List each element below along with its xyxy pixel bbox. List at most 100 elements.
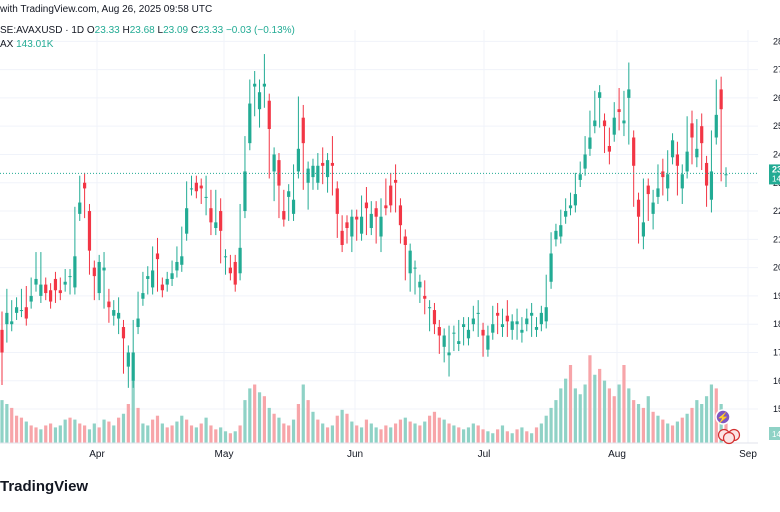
- candle-body: [632, 137, 636, 166]
- last-price-value: 23: [772, 164, 780, 174]
- candle-body: [209, 208, 213, 223]
- volume-tag-value: 14: [772, 430, 780, 439]
- volume-bar: [282, 423, 286, 443]
- brand-text: TradingView: [0, 478, 89, 495]
- volume-layer: [0, 355, 728, 443]
- volume-bar: [53, 427, 58, 443]
- open-key: O: [86, 25, 95, 36]
- candle-body: [194, 182, 198, 192]
- volume-bar: [437, 417, 441, 443]
- candle-body: [112, 310, 116, 316]
- volume-bar: [87, 429, 92, 443]
- volume-bar: [151, 419, 155, 443]
- candle-body: [646, 185, 650, 195]
- volume-bar: [345, 413, 349, 443]
- volume-bar: [330, 425, 335, 443]
- volume-bar: [583, 384, 587, 443]
- volume-bar: [423, 421, 427, 443]
- candle-body: [374, 208, 378, 217]
- volume-bar: [209, 425, 213, 443]
- candle-body: [418, 281, 422, 288]
- volume-bar: [709, 384, 714, 443]
- y-tick-label: 15: [773, 404, 780, 414]
- volume-bar: [131, 380, 135, 443]
- candle-body: [554, 230, 558, 240]
- volume-bar: [165, 427, 169, 443]
- volume-bar: [413, 423, 417, 443]
- volume-bar: [364, 419, 369, 443]
- volume-bar: [262, 396, 266, 443]
- candle-body: [185, 208, 189, 234]
- candle-body: [257, 92, 262, 110]
- y-tick-label: 21: [773, 234, 780, 244]
- volume-bar: [447, 423, 451, 443]
- x-tick-label: Sep: [739, 449, 757, 460]
- candle-body: [136, 318, 140, 328]
- volume-bar: [170, 425, 174, 443]
- candle-body: [675, 154, 680, 166]
- candle-body: [661, 171, 665, 178]
- volume-bar: [97, 427, 101, 443]
- candle-body: [578, 174, 582, 180]
- volume-bar: [189, 425, 194, 443]
- grid-layer: [0, 30, 758, 443]
- volume-bar: [685, 413, 689, 443]
- candle-body: [277, 160, 281, 186]
- candle-body: [670, 140, 675, 158]
- volume-bar: [651, 411, 655, 443]
- volume-bar: [14, 415, 19, 443]
- volume-bar: [10, 407, 14, 443]
- volume-bar: [568, 365, 573, 443]
- candle-body: [530, 312, 534, 316]
- volume-bar: [272, 413, 276, 443]
- candle-body: [534, 327, 539, 330]
- tradingview-logo[interactable]: TradingView: [0, 478, 88, 495]
- candle-body: [714, 114, 718, 138]
- candle-body: [393, 179, 398, 183]
- volume-bar: [646, 396, 650, 443]
- lightning-event-icon: [715, 409, 731, 425]
- volume-bar: [476, 425, 480, 443]
- volume-key[interactable]: AX: [0, 39, 14, 50]
- candle-body: [462, 324, 466, 328]
- candle-body: [316, 165, 320, 183]
- candle-body: [53, 278, 58, 291]
- candle-body: [141, 293, 145, 299]
- candle-body: [117, 312, 121, 319]
- candle-body: [573, 194, 577, 206]
- candle-body: [34, 278, 38, 285]
- volume-bar: [481, 429, 485, 443]
- candle-body: [29, 295, 33, 302]
- candle-body: [170, 273, 174, 279]
- volume-bar: [602, 380, 607, 443]
- volume-bar: [505, 431, 509, 443]
- volume-bar: [389, 427, 393, 443]
- y-tick-label: 18: [773, 319, 780, 329]
- candle-body: [223, 256, 228, 258]
- candle-body: [5, 312, 9, 325]
- last-price-tag: [769, 164, 780, 185]
- candle-body: [520, 329, 524, 333]
- volume-bar: [656, 415, 660, 443]
- candle-body: [598, 92, 602, 98]
- candle-body: [355, 216, 359, 220]
- volume-bar: [369, 423, 373, 443]
- candle-body: [466, 329, 471, 339]
- volume-bar: [121, 413, 126, 443]
- volume-bar: [321, 423, 325, 443]
- volume-bar: [277, 417, 281, 443]
- candle-body: [432, 310, 437, 325]
- candle-body: [175, 261, 179, 271]
- volume-bar: [238, 425, 242, 443]
- volume-bar: [219, 427, 223, 443]
- volume-bar: [325, 427, 330, 443]
- symbol-label[interactable]: SE:AVAXUSD · 1D: [0, 25, 85, 36]
- candle-body: [238, 247, 242, 274]
- volume-bar: [471, 423, 475, 443]
- volume-bar: [627, 388, 631, 443]
- volume-bar: [607, 388, 611, 443]
- volume-bar: [539, 423, 543, 443]
- candle-body: [291, 199, 296, 214]
- volume-bar: [340, 409, 344, 443]
